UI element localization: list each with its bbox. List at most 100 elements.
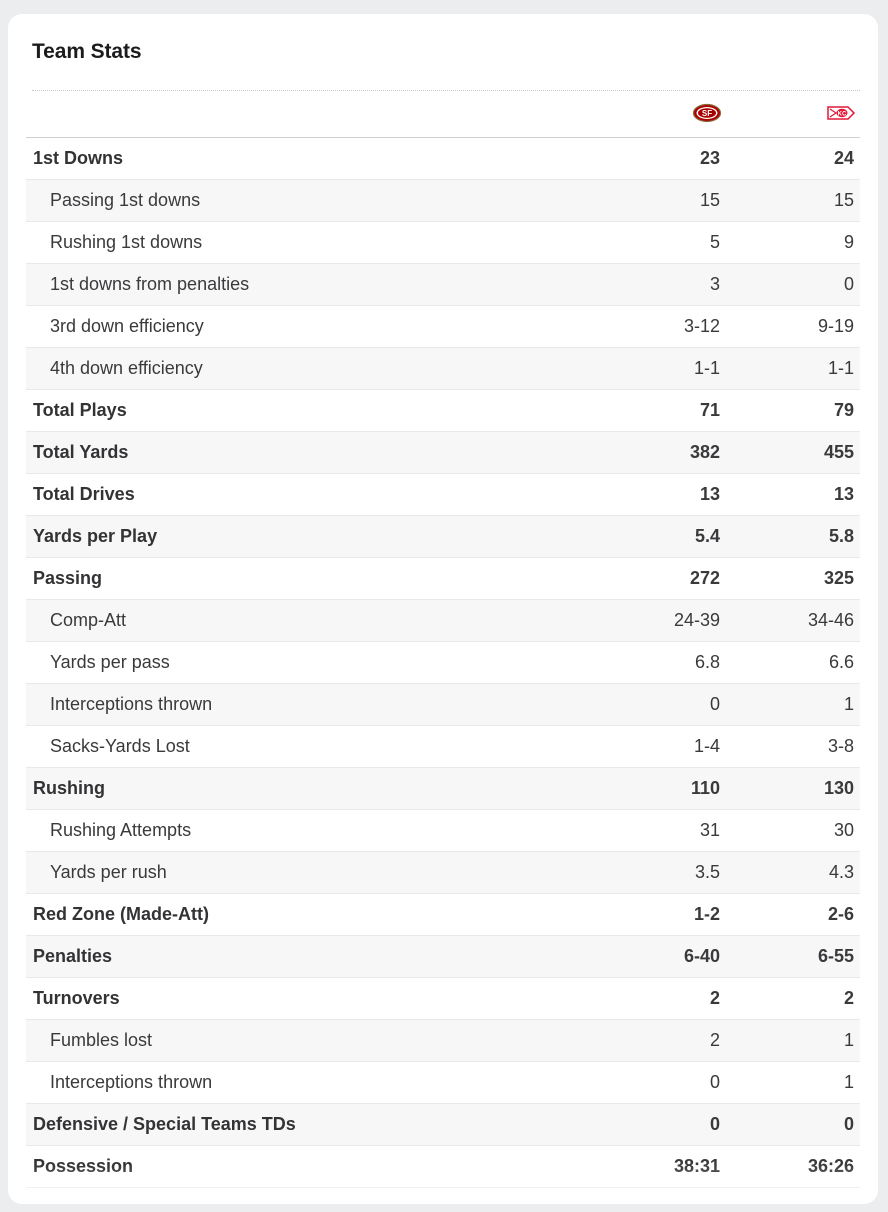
home-stat-value: 5.4 — [694, 526, 720, 546]
away-stat-value: 5.8 — [828, 526, 854, 546]
away-stat-value: 30 — [833, 820, 854, 840]
stat-label: 1st Downs — [33, 148, 124, 168]
stat-row: Yards per pass 6.8 6.6 — [26, 642, 860, 684]
away-stat-value: 9-19 — [817, 316, 854, 336]
stat-row: Rushing 1st downs 5 9 — [26, 222, 860, 264]
stat-row: Rushing 110 130 — [26, 768, 860, 810]
away-stat-value: 79 — [833, 400, 854, 420]
home-stat-value: 71 — [699, 400, 720, 420]
stat-row: Sacks-Yards Lost 1-4 3-8 — [26, 726, 860, 768]
away-stat-value: 3-8 — [827, 736, 854, 756]
stat-label: 3rd down efficiency — [50, 316, 204, 336]
team-logo-header: SF KC — [26, 91, 860, 138]
home-stat-value: 23 — [699, 148, 720, 168]
stat-row: 1st downs from penalties 3 0 — [26, 264, 860, 306]
away-stat-value: 1-1 — [827, 358, 854, 378]
stat-row: Total Yards 382 455 — [26, 432, 860, 474]
stat-row: Passing 1st downs 15 15 — [26, 180, 860, 222]
away-stat-value: 36:26 — [807, 1156, 854, 1176]
away-stat-value: 1 — [843, 694, 854, 714]
stat-label: Red Zone (Made-Att) — [33, 904, 209, 924]
svg-text:SF: SF — [702, 109, 712, 118]
stat-row: Total Drives 13 13 — [26, 474, 860, 516]
stat-label: Yards per rush — [50, 862, 167, 882]
away-stat-value: 15 — [833, 190, 854, 210]
home-stat-value: 0 — [709, 694, 720, 714]
stat-row: Total Plays 71 79 — [26, 390, 860, 432]
stat-label: Yards per pass — [50, 652, 170, 672]
stat-label: Total Drives — [33, 484, 135, 504]
away-stat-value: 0 — [843, 1114, 854, 1134]
home-stat-value: 3 — [709, 274, 720, 294]
stat-row: 1st Downs 23 24 — [26, 138, 860, 180]
title-divider — [32, 90, 860, 91]
stat-label: Passing — [33, 568, 103, 588]
away-stat-value: 6.6 — [828, 652, 854, 672]
away-stat-value: 325 — [823, 568, 854, 588]
stat-label: Defensive / Special Teams TDs — [33, 1114, 296, 1134]
svg-text:KC: KC — [838, 112, 847, 118]
stat-label: Rushing 1st downs — [50, 232, 203, 252]
stat-row: Turnovers 2 2 — [26, 978, 860, 1020]
stat-label: Total Plays — [33, 400, 127, 420]
away-stat-value: 4.3 — [828, 862, 854, 882]
49ers-logo-icon: SF — [692, 103, 722, 123]
away-stat-value: 0 — [843, 274, 854, 294]
away-stat-value: 6-55 — [817, 946, 854, 966]
stat-label: Turnovers — [33, 988, 120, 1008]
stat-label: Rushing — [33, 778, 105, 798]
stat-label: 4th down efficiency — [50, 358, 203, 378]
home-stat-value: 0 — [709, 1072, 720, 1092]
stat-label: 1st downs from penalties — [50, 274, 250, 294]
home-stat-value: 1-2 — [693, 904, 720, 924]
home-stat-value: 382 — [689, 442, 720, 462]
away-stat-value: 2-6 — [827, 904, 854, 924]
home-stat-value: 1-4 — [693, 736, 720, 756]
stat-row: Interceptions thrown 0 1 — [26, 1062, 860, 1104]
stat-label: Penalties — [33, 946, 113, 966]
stat-label: Interceptions thrown — [50, 1072, 213, 1092]
stat-row: Red Zone (Made-Att) 1-2 2-6 — [26, 894, 860, 936]
stat-row: Fumbles lost 2 1 — [26, 1020, 860, 1062]
stat-label: Total Yards — [33, 442, 129, 462]
stat-row: Rushing Attempts 31 30 — [26, 810, 860, 852]
home-stat-value: 6.8 — [694, 652, 720, 672]
home-stat-value: 3.5 — [694, 862, 720, 882]
home-stat-value: 1-1 — [693, 358, 720, 378]
stat-label: Interceptions thrown — [50, 694, 213, 714]
stats-table: 1st Downs 23 24 Passing 1st downs 15 15 Rushin… — [26, 138, 860, 1188]
home-stat-value: 24-39 — [673, 610, 720, 630]
home-stat-value: 2 — [709, 1030, 720, 1050]
away-stat-value: 130 — [823, 778, 854, 798]
home-stat-value: 110 — [690, 778, 720, 798]
home-stat-value: 38:31 — [673, 1156, 720, 1176]
card-title: Team Stats — [32, 40, 142, 63]
stat-row: Comp-Att 24-39 34-46 — [26, 600, 860, 642]
stat-label: Yards per Play — [33, 526, 158, 546]
away-stat-value: 2 — [843, 988, 854, 1008]
away-stat-value: 9 — [843, 232, 854, 252]
stat-row: Possession 38:31 36:26 — [26, 1146, 860, 1188]
home-stat-value: 2 — [709, 988, 720, 1008]
stat-row: Yards per Play 5.4 5.8 — [26, 516, 860, 558]
away-stat-value: 1 — [843, 1030, 854, 1050]
stat-row: 4th down efficiency 1-1 1-1 — [26, 348, 860, 390]
stat-row: Interceptions thrown 0 1 — [26, 684, 860, 726]
stat-row: Penalties 6-40 6-55 — [26, 936, 860, 978]
away-stat-value: 13 — [833, 484, 854, 504]
stat-label: Fumbles lost — [50, 1030, 153, 1050]
home-stat-value: 15 — [699, 190, 720, 210]
home-stat-value: 31 — [699, 820, 720, 840]
away-stat-value: 455 — [823, 442, 854, 462]
stat-label: Comp-Att — [50, 610, 127, 630]
stat-row: 3rd down efficiency 3-12 9-19 — [26, 306, 860, 348]
home-stat-value: 5 — [709, 232, 720, 252]
home-stat-value: 0 — [709, 1114, 720, 1134]
away-stat-value: 24 — [833, 148, 854, 168]
stat-row: Yards per rush 3.5 4.3 — [26, 852, 860, 894]
stat-label: Rushing Attempts — [50, 820, 192, 840]
home-stat-value: 13 — [699, 484, 720, 504]
away-stat-value: 34-46 — [807, 610, 854, 630]
home-stat-value: 3-12 — [683, 316, 720, 336]
stat-row: Defensive / Special Teams TDs 0 0 — [26, 1104, 860, 1146]
